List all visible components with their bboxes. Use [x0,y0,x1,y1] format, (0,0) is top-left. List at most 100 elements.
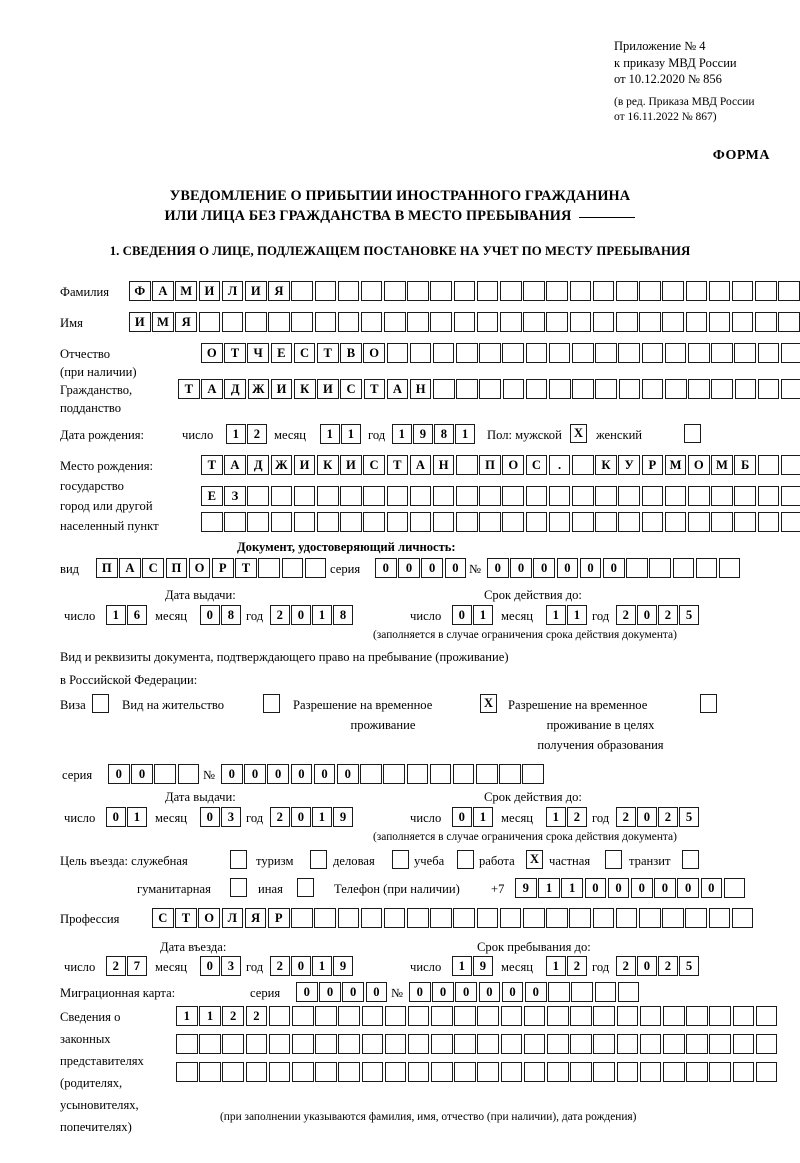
char-cell[interactable] [281,558,304,578]
char-cell[interactable] [711,343,733,363]
char-cell[interactable] [572,379,594,399]
char-cell[interactable] [708,908,731,928]
char-cell[interactable] [456,512,478,532]
char-cell[interactable] [755,1062,778,1082]
char-cell[interactable]: Т [235,558,257,578]
char-cell[interactable] [592,908,615,928]
char-cell[interactable]: О [201,343,223,363]
char-cell[interactable]: С [293,343,316,363]
char-cell[interactable]: 1 [455,424,475,444]
char-cell[interactable]: П [96,558,118,578]
char-cell[interactable] [718,558,741,578]
char-cell[interactable] [662,1006,685,1026]
char-cell[interactable] [548,512,571,532]
char-cell[interactable]: Т [178,379,200,399]
char-cell[interactable]: 0 [200,956,220,976]
char-cell[interactable]: Б [734,455,756,475]
char-cell[interactable] [386,486,409,506]
char-cell[interactable]: 0 [524,982,547,1002]
char-cell[interactable] [314,908,336,928]
char-cell[interactable]: 0 [291,956,311,976]
char-cell[interactable] [433,379,455,399]
char-cell[interactable] [386,512,409,532]
char-cell[interactable] [755,1006,778,1026]
char-cell[interactable]: 1 [312,605,332,625]
char-cell[interactable]: 0 [244,764,266,784]
char-cell[interactable]: . [548,455,571,475]
char-cell[interactable] [409,512,432,532]
char-cell[interactable]: Е [270,343,293,363]
char-cell[interactable] [477,1062,500,1082]
char-cell[interactable]: 2 [270,956,290,976]
char-cell[interactable] [615,281,638,301]
char-cell[interactable] [662,312,684,332]
char-cell[interactable]: 9 [413,424,433,444]
char-cell[interactable] [406,764,429,784]
char-cell[interactable] [502,512,525,532]
char-cell[interactable] [245,1062,268,1082]
char-cell[interactable]: 8 [221,605,241,625]
char-cell[interactable] [384,1034,407,1054]
char-cell[interactable] [780,343,800,363]
char-cell[interactable]: 0 [398,558,420,578]
char-cell[interactable]: 8 [333,605,353,625]
char-cell[interactable]: З [224,486,246,506]
char-cell[interactable]: К [595,455,617,475]
char-cell[interactable] [476,281,499,301]
char-cell[interactable] [525,379,548,399]
char-cell[interactable] [708,281,731,301]
char-cell[interactable] [477,1034,500,1054]
char-cell[interactable] [222,1034,244,1054]
char-cell[interactable] [731,281,754,301]
char-cell[interactable] [547,1034,569,1054]
char-cell[interactable] [293,486,316,506]
char-cell[interactable] [618,512,640,532]
char-cell[interactable]: 2 [222,1006,244,1026]
sex-female-checkbox[interactable] [684,424,701,443]
char-cell[interactable] [522,764,545,784]
purpose-official-checkbox[interactable] [230,850,247,869]
char-cell[interactable] [199,1034,221,1054]
char-cell[interactable] [500,1006,523,1026]
char-cell[interactable] [688,379,710,399]
char-cell[interactable] [363,512,385,532]
char-cell[interactable]: 5 [679,956,699,976]
char-cell[interactable] [291,312,313,332]
char-cell[interactable] [525,512,548,532]
char-cell[interactable] [222,1062,244,1082]
char-cell[interactable] [291,1034,314,1054]
char-cell[interactable] [723,878,746,898]
char-cell[interactable]: Ж [247,379,270,399]
purpose-humanitarian-checkbox[interactable] [230,878,247,897]
char-cell[interactable]: 1 [473,605,493,625]
char-cell[interactable]: 0 [432,982,454,1002]
char-cell[interactable] [548,343,571,363]
char-cell[interactable]: 0 [630,878,653,898]
char-cell[interactable] [454,1062,476,1082]
char-cell[interactable] [258,558,280,578]
char-cell[interactable] [315,1062,337,1082]
char-cell[interactable] [291,1062,314,1082]
char-cell[interactable] [626,558,648,578]
char-cell[interactable] [523,1034,546,1054]
char-cell[interactable] [755,1034,778,1054]
char-cell[interactable] [593,1034,615,1054]
char-cell[interactable] [430,312,453,332]
char-cell[interactable]: 2 [270,605,290,625]
char-cell[interactable]: 0 [375,558,397,578]
char-cell[interactable] [315,1006,337,1026]
char-cell[interactable] [500,312,522,332]
char-cell[interactable] [523,1062,546,1082]
